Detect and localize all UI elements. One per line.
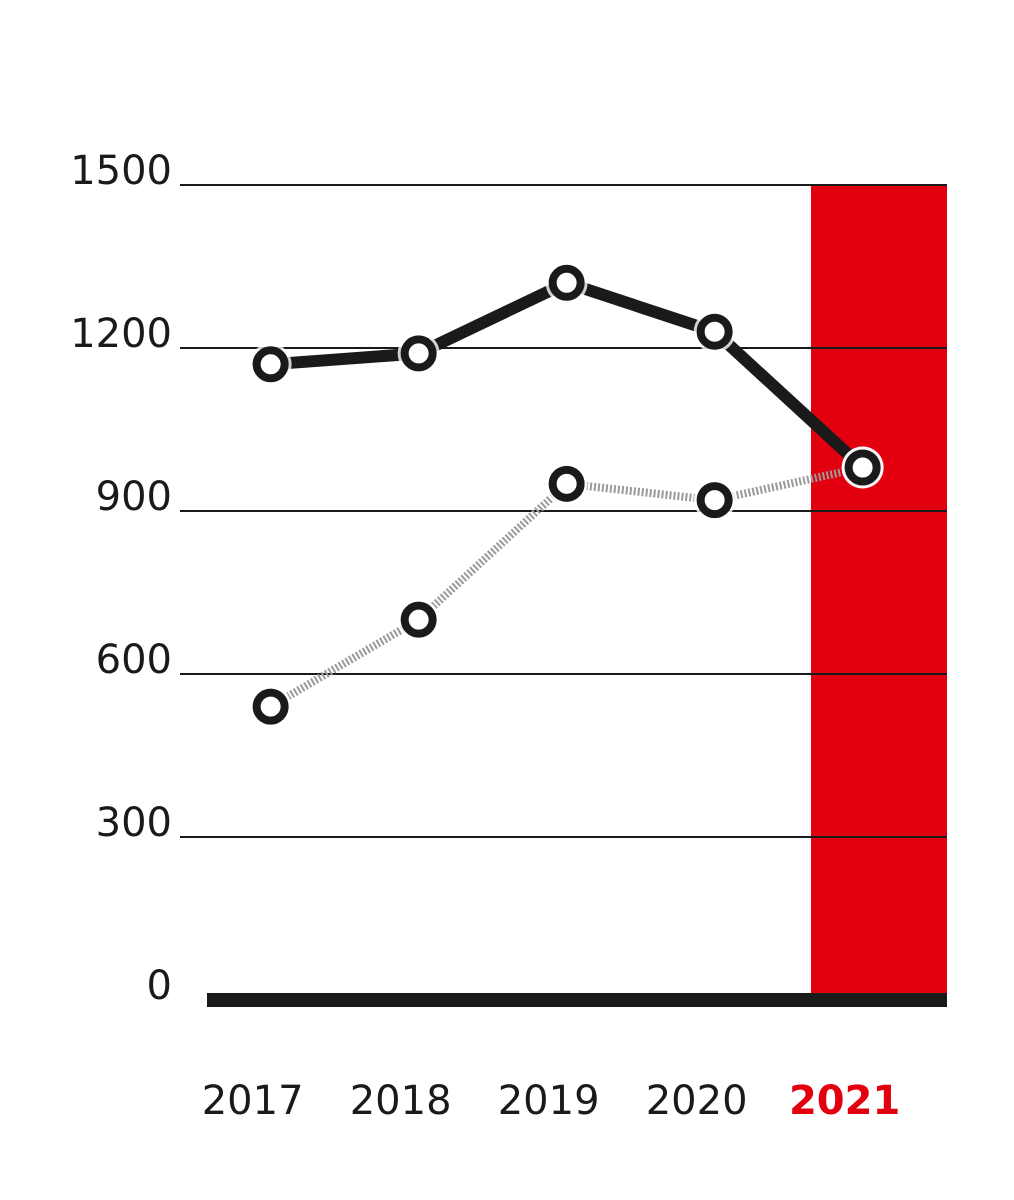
y-tick-label: 300 [96, 800, 172, 846]
marker [696, 313, 733, 350]
y-tick-label: 600 [96, 637, 172, 683]
x-tick-label: 2018 [350, 1078, 452, 1124]
marker [400, 335, 437, 372]
series-line [270, 276, 867, 472]
marker [548, 264, 585, 301]
marker [548, 465, 585, 502]
marker [844, 449, 881, 486]
marker [252, 346, 289, 383]
x-tick-label: 2020 [646, 1078, 748, 1124]
y-tick-label: 900 [96, 474, 172, 520]
y-tick-label: 1200 [70, 311, 172, 357]
marker [252, 688, 289, 725]
x-tick-label: 2019 [498, 1078, 600, 1124]
x-tick-label: 2021 [789, 1078, 900, 1124]
highlight-band [811, 185, 947, 1000]
x-tick-label: 2017 [202, 1078, 304, 1124]
marker [696, 482, 733, 519]
y-tick-label: 0 [147, 963, 172, 1009]
marker [400, 601, 437, 638]
y-tick-label: 1500 [70, 148, 172, 194]
